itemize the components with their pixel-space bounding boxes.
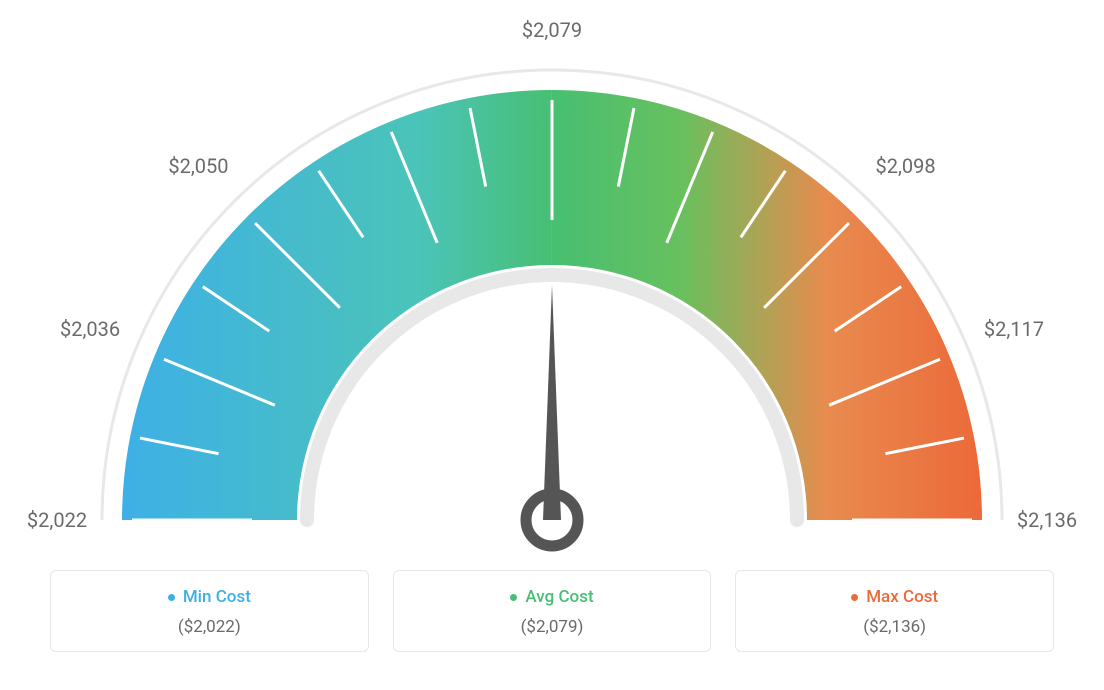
min-cost-dot: [168, 594, 175, 601]
min-cost-card: Min Cost ($2,022): [50, 570, 369, 652]
max-cost-value: ($2,136): [756, 617, 1033, 637]
max-cost-card: Max Cost ($2,136): [735, 570, 1054, 652]
summary-cards: Min Cost ($2,022) Avg Cost ($2,079) Max …: [40, 570, 1064, 652]
gauge-tick-label: $2,117: [984, 317, 1044, 341]
avg-cost-label: Avg Cost: [525, 587, 593, 607]
gauge-tick-label: $2,050: [168, 154, 228, 178]
avg-cost-label-row: Avg Cost: [414, 587, 691, 607]
min-cost-label: Min Cost: [183, 587, 251, 607]
gauge-tick-label: $2,098: [875, 154, 935, 178]
min-cost-label-row: Min Cost: [71, 587, 348, 607]
max-cost-label: Max Cost: [866, 587, 938, 607]
max-cost-label-row: Max Cost: [756, 587, 1033, 607]
min-cost-value: ($2,022): [71, 617, 348, 637]
avg-cost-dot: [510, 594, 517, 601]
gauge-tick-label: $2,136: [1017, 508, 1077, 532]
avg-cost-value: ($2,079): [414, 617, 691, 637]
gauge-area: $2,022$2,036$2,050$2,079$2,098$2,117$2,1…: [40, 20, 1064, 560]
avg-cost-card: Avg Cost ($2,079): [393, 570, 712, 652]
gauge-svg: [40, 20, 1064, 560]
gauge-tick-label: $2,022: [27, 508, 87, 532]
gauge-tick-label: $2,036: [60, 317, 120, 341]
max-cost-dot: [851, 594, 858, 601]
chart-container: $2,022 $2,036 $2,050 $2,079 $2,098 $2,117 $2,1…: [0, 0, 1104, 690]
gauge-tick-label: $2,079: [522, 18, 582, 42]
